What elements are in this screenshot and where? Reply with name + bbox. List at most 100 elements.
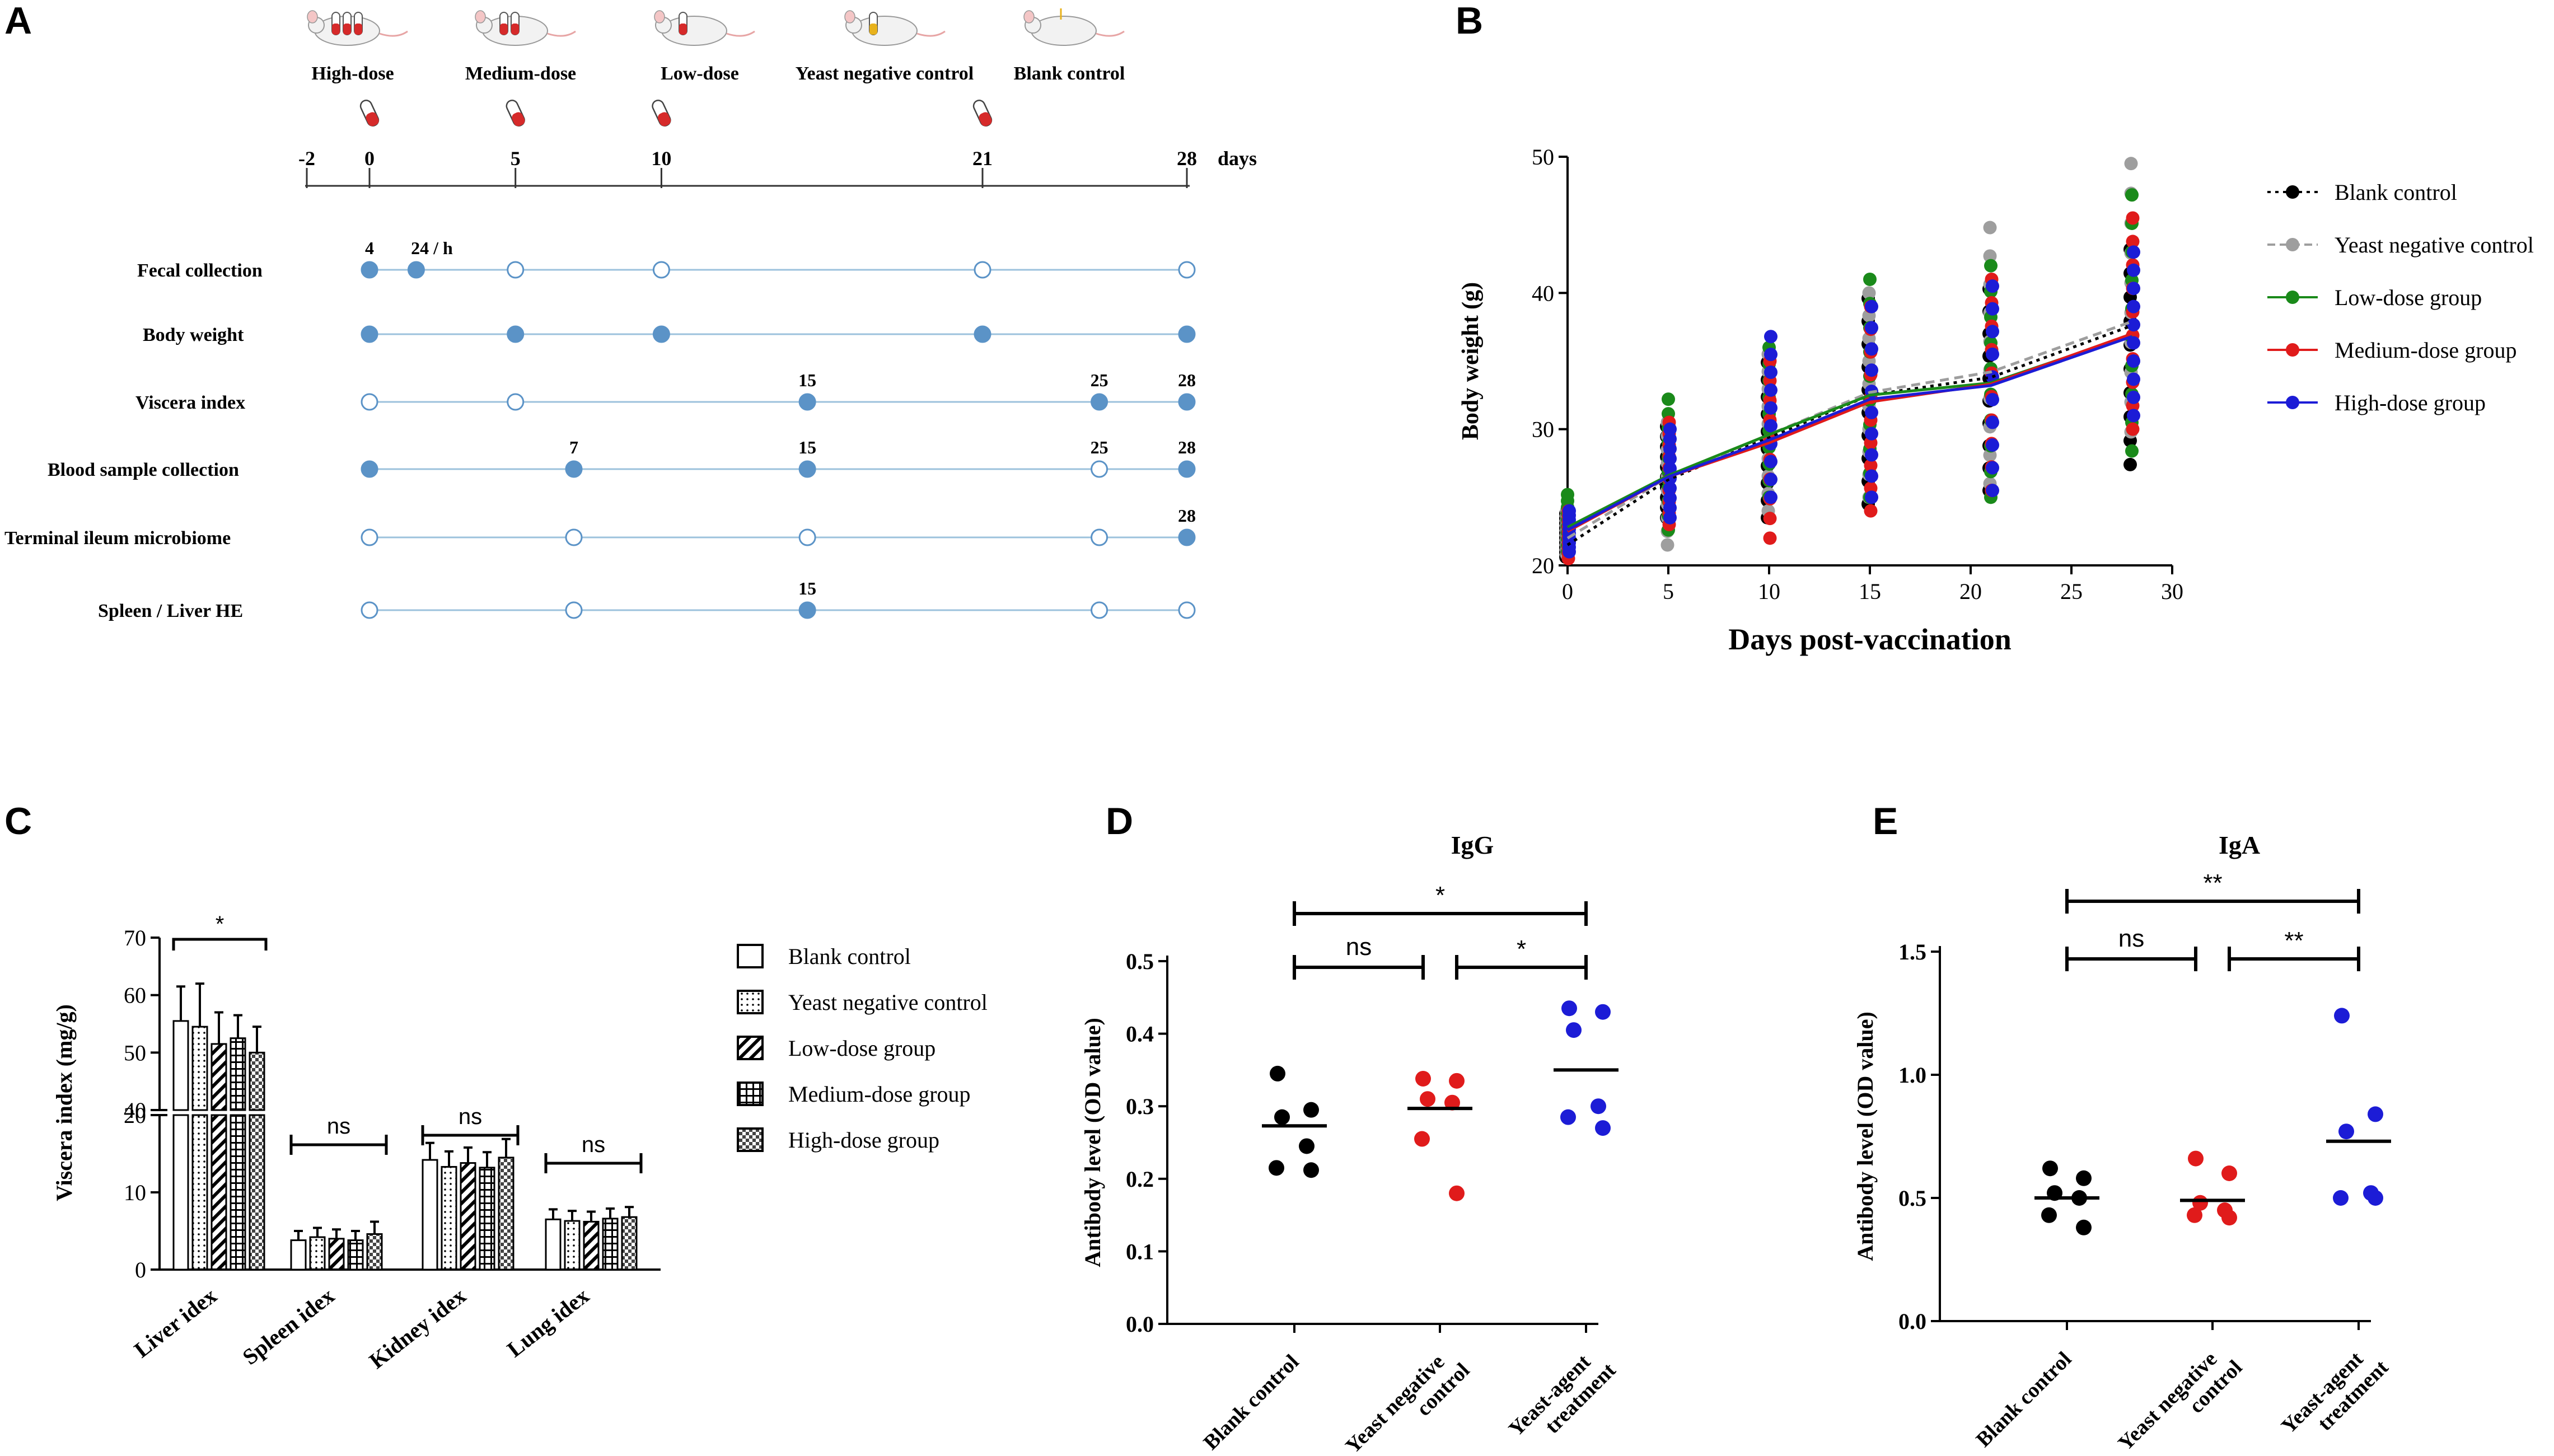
data-point xyxy=(2126,235,2140,249)
timeline-point xyxy=(798,393,816,411)
group-label: Low-dose xyxy=(661,63,739,84)
bar xyxy=(545,1218,562,1271)
data-point xyxy=(1763,531,1777,545)
timeline-point xyxy=(1091,460,1108,478)
data-point xyxy=(1865,448,1878,462)
data-point xyxy=(1865,490,1878,504)
data-point xyxy=(1663,432,1677,446)
data-point xyxy=(1986,325,1999,339)
mouse-ear xyxy=(654,10,665,24)
data-point xyxy=(2187,1207,2202,1223)
significance-label: ns xyxy=(1346,933,1372,961)
data-point xyxy=(1865,405,1878,419)
legend-marker xyxy=(2286,343,2299,357)
data-point xyxy=(1663,422,1677,436)
y-axis-label: Antibody level (OD value) xyxy=(1853,1012,1878,1261)
timeline-point-label: 15 xyxy=(798,578,816,598)
significance-label: * xyxy=(1517,935,1526,963)
mouse-ear xyxy=(307,10,318,24)
y-tick-label: 0.0 xyxy=(1126,1312,1154,1337)
data-point xyxy=(1865,299,1878,313)
timeline-point-label: 28 xyxy=(1178,505,1196,526)
timeline-point xyxy=(507,393,525,411)
group-label: Medium-dose xyxy=(465,63,576,84)
data-point xyxy=(2127,318,2140,332)
legend-swatch xyxy=(737,1036,764,1060)
timeline-point xyxy=(1178,528,1196,546)
data-point xyxy=(1986,392,1999,406)
data-point xyxy=(2123,457,2137,471)
data-point xyxy=(2127,282,2140,296)
days-unit-label: days xyxy=(1218,147,1257,170)
data-point xyxy=(1563,540,1576,554)
timeline-point-label: 25 xyxy=(1091,437,1108,457)
data-point xyxy=(2127,263,2140,277)
capsule-half xyxy=(512,112,525,127)
y-tick-label: 0.2 xyxy=(1126,1167,1154,1192)
data-point xyxy=(1566,1022,1582,1038)
data-point xyxy=(1864,504,1878,518)
y-tick-label: 0 xyxy=(135,1257,146,1282)
legend-label: Blank control xyxy=(788,944,911,969)
timeline-point xyxy=(565,460,583,478)
y-tick-label: 1.0 xyxy=(1898,1062,1926,1088)
bar xyxy=(498,1157,514,1271)
mouse-tail xyxy=(547,30,576,37)
data-point xyxy=(2127,299,2140,313)
legend-swatch xyxy=(737,990,764,1014)
series-line xyxy=(1566,335,2132,531)
data-point xyxy=(1764,366,1777,380)
data-point xyxy=(1863,273,1877,286)
data-point xyxy=(2127,245,2140,259)
y-tick-label: 70 xyxy=(124,925,146,951)
panel-label-a: A xyxy=(4,0,32,42)
capsule-half xyxy=(657,112,671,127)
chart-title: IgA xyxy=(2219,831,2260,859)
data-point xyxy=(1595,1120,1611,1136)
capsule-fill xyxy=(500,24,508,35)
category-label: Spleen idex xyxy=(238,1283,339,1370)
data-point xyxy=(1984,259,1998,273)
x-tick-label: 10 xyxy=(1758,579,1780,604)
significance-bracket xyxy=(1455,955,1588,980)
significance-bracket xyxy=(544,1153,643,1173)
data-point xyxy=(2076,1219,2092,1235)
legend-label: Low-dose group xyxy=(2335,285,2482,310)
y-tick-label: 40 xyxy=(124,1098,146,1123)
data-point xyxy=(1663,511,1677,525)
data-point xyxy=(1660,538,1674,552)
legend-label: Yeast negative control xyxy=(788,990,988,1015)
data-point xyxy=(1865,427,1878,441)
timeline-point xyxy=(1091,601,1108,619)
significance-label: ** xyxy=(2284,927,2303,954)
bar xyxy=(211,1114,227,1271)
y-tick-label: 20 xyxy=(124,1103,146,1128)
significance-bracket xyxy=(289,1135,388,1155)
timeline-row-label: Body weight xyxy=(143,325,244,345)
x-axis-label: Days post-vaccination xyxy=(1728,622,2012,656)
legend-label: Medium-dose group xyxy=(2335,338,2517,363)
y-tick-label: 20 xyxy=(1532,553,1554,578)
bar xyxy=(172,1020,189,1111)
timeline-day-label: 10 xyxy=(651,147,671,170)
bar xyxy=(211,1043,227,1111)
y-tick-label: 0.1 xyxy=(1126,1239,1154,1264)
panel-label-c: C xyxy=(4,800,32,842)
data-point xyxy=(1986,415,1999,429)
data-point xyxy=(1864,458,1878,472)
y-tick-label: 40 xyxy=(1532,280,1554,306)
y-tick-label: 50 xyxy=(1532,144,1554,170)
legend-label: Medium-dose group xyxy=(788,1082,971,1107)
panel-label-e: E xyxy=(1873,800,1898,842)
y-axis-label: Viscera index (mg/g) xyxy=(52,1004,77,1201)
significance-bracket xyxy=(2065,947,2197,971)
data-point xyxy=(1764,348,1777,362)
timeline-point xyxy=(361,460,378,478)
data-point xyxy=(1414,1131,1430,1147)
data-point xyxy=(1983,221,1997,235)
timeline-point xyxy=(507,325,525,343)
mouse-ear xyxy=(475,10,486,24)
timeline-day-label: 5 xyxy=(511,147,521,170)
timeline-point xyxy=(407,261,425,279)
mouse-tail xyxy=(1096,30,1125,37)
